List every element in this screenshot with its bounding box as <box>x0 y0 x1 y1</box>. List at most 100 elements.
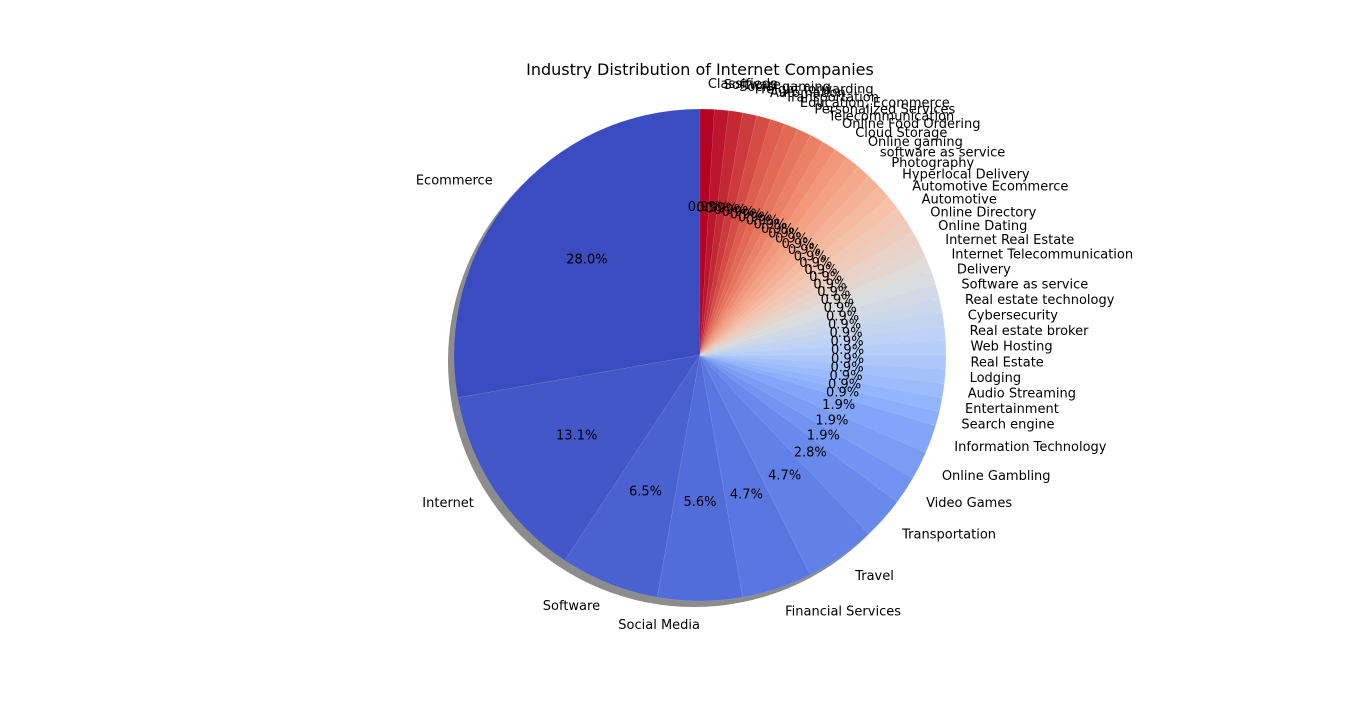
pie-slice-label: Social Media <box>618 618 700 633</box>
pie-slice <box>699 134 824 356</box>
pie-percent-label: 0.9% <box>830 369 863 384</box>
pie-percent-label: 0.9% <box>824 301 857 316</box>
pie-slice <box>699 108 715 356</box>
pie-slice <box>699 196 898 356</box>
pie-percent-label: 0.9% <box>782 237 815 252</box>
pie-percent-label: 1.9% <box>807 429 840 444</box>
pie-slice <box>699 123 798 356</box>
pie-slice-label: Automotive <box>922 192 997 207</box>
pie-percent-label: 1.9% <box>822 398 855 413</box>
pie-percent-label: 0.9% <box>831 343 864 358</box>
pie-percent-label: 28.0% <box>566 253 607 268</box>
pie-percent-label: 0.9% <box>831 360 864 375</box>
pie-slice-label: Online gaming <box>868 135 963 150</box>
pie-percent-label: 0.9% <box>730 207 763 222</box>
pie-slice-label: Education, Ecommerce <box>800 96 950 111</box>
pie-slice <box>699 141 836 356</box>
pie-slice-label: Information Technology <box>954 440 1107 455</box>
pie-slice-label: Real estate technology <box>965 293 1115 308</box>
pie-slice <box>699 354 947 370</box>
pie-percent-label: 6.5% <box>629 485 662 500</box>
pie-percent-label: 0.9% <box>761 222 794 237</box>
pie-slice-label: Software as service <box>961 277 1088 292</box>
pie-slice <box>699 128 811 356</box>
pie-slice-label: Social gaming <box>739 80 831 95</box>
pie-slice <box>699 119 785 356</box>
pie-percent-label: 0.9% <box>826 386 859 401</box>
pie-slice <box>699 231 921 356</box>
pie-percent-label: 0.9% <box>821 293 854 308</box>
pie-percent-label: 0.9% <box>826 309 859 324</box>
pie-slice <box>699 354 946 384</box>
pie-percent-label: 0.9% <box>828 318 861 333</box>
pie-slice-label: Entertainment <box>965 402 1059 417</box>
pie-slice-label: Audio Streaming <box>968 387 1076 402</box>
pie-slice-label: Software <box>543 599 600 614</box>
pie-percent-label: 0.9% <box>696 200 729 215</box>
pie-slice <box>699 354 870 576</box>
pie-slice <box>699 109 729 356</box>
pie-slice-label: Freight forwarding <box>755 82 874 97</box>
pie-slice <box>699 166 870 356</box>
pie-slice <box>699 354 811 598</box>
pie-percent-label: 0.9% <box>746 214 779 229</box>
pie-percent-label: 0.9% <box>713 203 746 218</box>
pie-percent-label: 0.9% <box>754 218 787 233</box>
pie-percent-label: 2.8% <box>794 446 827 461</box>
pie-slice-label: Automotive Ecommerce <box>912 180 1068 195</box>
pie-slice-label: Internet <box>422 496 474 511</box>
pie-percent-label: 0.9% <box>768 227 801 242</box>
pie-slice <box>699 354 927 479</box>
pie-slice <box>699 340 947 356</box>
pie-percent-label: 0.9% <box>828 377 861 392</box>
pie-percent-label: 0.9% <box>722 205 755 220</box>
pie-slice <box>699 354 943 413</box>
pie-wedges <box>453 108 947 602</box>
pie-percent-label: 0.9% <box>817 285 850 300</box>
pie-slice-label: Video Games <box>926 496 1012 511</box>
pie-slice <box>699 284 940 356</box>
pie-slice <box>699 185 889 356</box>
pie-slice-label: Internet Telecommunication <box>951 248 1133 263</box>
pie-slice <box>656 354 744 602</box>
pie-slice <box>699 297 943 356</box>
pie-slice <box>699 149 848 356</box>
pie-percent-label: 0.9% <box>799 256 832 271</box>
pie-slice <box>699 157 859 356</box>
pie-percent-label: 0.9% <box>688 200 721 215</box>
pie-percent-label: 13.1% <box>556 429 597 444</box>
pie-slice <box>699 219 914 356</box>
pie-slice-labels: Ecommerce Internet Software Social Media Fin… <box>416 77 1133 633</box>
pie-slice <box>699 354 945 399</box>
pie-slice-label: Real estate broker <box>970 324 1090 339</box>
pie-percent-label: 0.9% <box>831 352 864 367</box>
pie-slice-label: Cloud Storage <box>855 126 947 141</box>
pie-percent-labels: 28.0%13.1%6.5%5.6% 4.7%4.7%2.8%1.9%1.9%1.… <box>556 200 864 510</box>
pie-slice <box>564 354 701 598</box>
pie-slice-label: Internet Real Estate <box>945 233 1074 248</box>
pie-slice <box>453 108 701 399</box>
pie-slice <box>699 354 940 426</box>
pie-slice <box>699 326 946 356</box>
pie-slice-label: Classifieds <box>708 77 777 92</box>
pie-percent-label: 0.9% <box>804 263 837 278</box>
pie-slice-label: software as service <box>880 145 1005 160</box>
pie-percent-label: 0.9% <box>705 201 738 216</box>
pie-slice-label: Cybersecurity <box>968 308 1059 323</box>
pie-percent-label: 0.9% <box>738 210 771 225</box>
pie-slice-label: Search engine <box>961 418 1054 433</box>
pie-slice <box>699 175 880 356</box>
pie-slice-label: Software <box>724 78 781 93</box>
pie-percent-label: 0.9% <box>809 270 842 285</box>
pie-percent-label: 0.9% <box>775 232 808 247</box>
pie-percent-label: 5.6% <box>683 495 716 510</box>
pie-slice-label: Telecommunication <box>827 109 954 124</box>
pie-percent-label: 0.9% <box>788 243 821 258</box>
pie-slice-label: Automation <box>770 86 846 101</box>
pie-slice <box>699 244 927 356</box>
pie-slice-label: Delivery <box>957 262 1011 277</box>
pie-slice-label: Transportation <box>784 91 879 106</box>
pie-slice-label: Online Dating <box>938 219 1027 234</box>
pie-slice <box>699 354 898 535</box>
